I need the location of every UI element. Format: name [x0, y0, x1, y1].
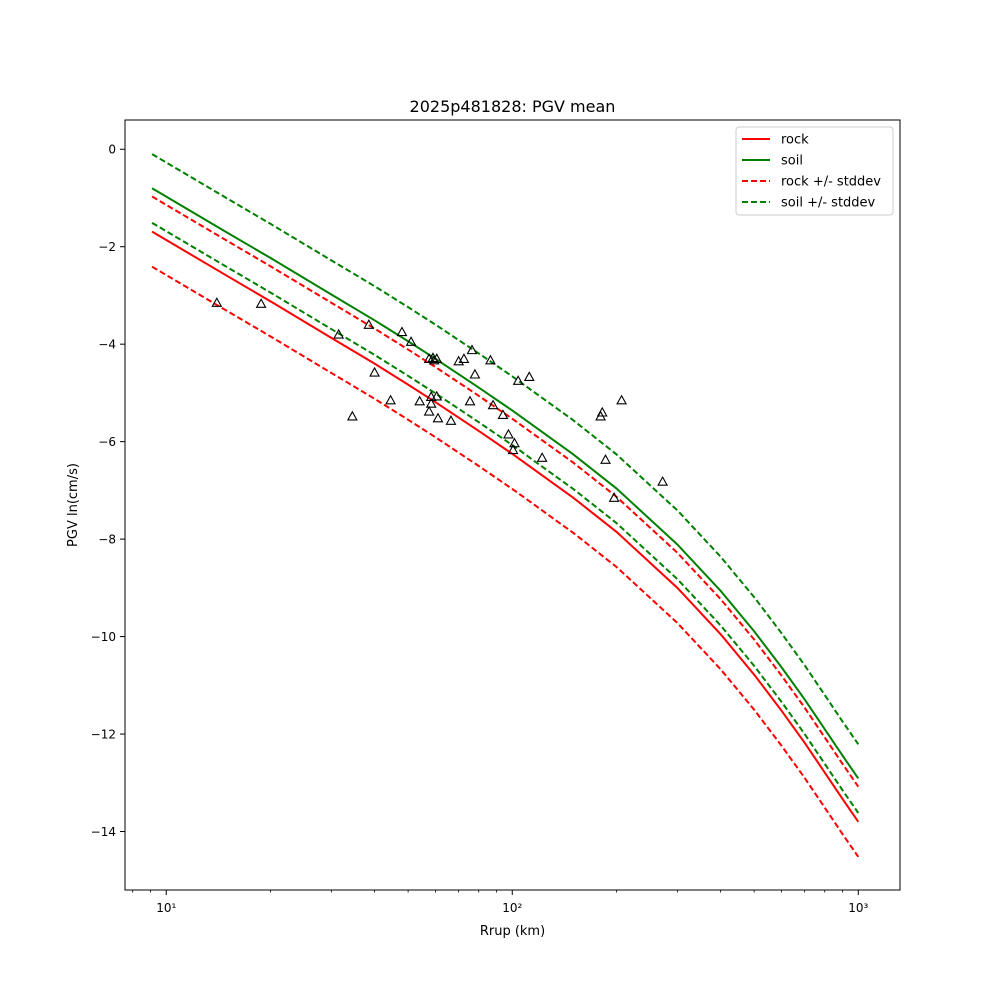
- observation-marker: [255, 298, 267, 308]
- y-tick-label: 0: [108, 143, 116, 157]
- observation-marker: [333, 328, 345, 339]
- observation-marker: [396, 326, 408, 337]
- observation-marker: [523, 371, 535, 381]
- observation-marker: [423, 405, 435, 416]
- observation-marker: [497, 409, 509, 419]
- observation-marker: [428, 354, 440, 365]
- observation-marker: [512, 375, 524, 385]
- observation-marker: [509, 437, 520, 448]
- observation-marker: [600, 454, 611, 464]
- x-tick-label: 10²: [502, 901, 522, 915]
- series-line-rock: [151, 230, 860, 823]
- series-line-rock-stddev: [151, 195, 860, 788]
- legend-box: [735, 126, 894, 216]
- chart-title: 2025p481828: PGV mean: [410, 97, 616, 116]
- observation-marker: [385, 394, 397, 405]
- observation-marker: [657, 475, 669, 486]
- legend-label: soil +/- stddev: [781, 196, 876, 211]
- y-tick-label: −4: [98, 338, 116, 352]
- observation-marker: [503, 428, 514, 439]
- observation-marker: [485, 354, 496, 365]
- observation-marker: [445, 415, 457, 425]
- observation-marker: [405, 336, 417, 346]
- observation-marker: [596, 406, 608, 417]
- observation-marker: [431, 390, 443, 401]
- observation-marker: [369, 366, 380, 377]
- y-tick-label: −8: [98, 533, 116, 547]
- observation-marker: [414, 395, 426, 406]
- y-tick-label: −2: [98, 240, 116, 254]
- observation-marker: [608, 492, 620, 502]
- observation-marker: [507, 444, 519, 455]
- plot-area: [151, 153, 860, 858]
- observation-marker: [431, 353, 443, 363]
- legend: rock soil rock +/- stddev soil +/- stddev: [735, 126, 894, 216]
- observation-marker: [469, 368, 481, 379]
- observation-marker: [423, 353, 435, 363]
- y-tick-label: −6: [98, 435, 116, 449]
- series-line-soil: [151, 187, 860, 779]
- observation-marker: [425, 391, 437, 401]
- legend-label: soil: [781, 154, 803, 169]
- observation-marker: [211, 297, 223, 307]
- y-axis: 0 −2 −4 −6 −8 −10 −12 −14: [91, 143, 125, 839]
- observation-marker: [458, 353, 470, 363]
- observation-marker: [432, 412, 444, 423]
- legend-label: rock: [781, 133, 809, 148]
- x-axis-label: Rrup (km): [480, 924, 545, 939]
- series-line-soil-stddev: [151, 221, 860, 814]
- observation-marker: [425, 398, 437, 408]
- y-tick-label: −14: [91, 825, 116, 839]
- x-tick-label: 10¹: [156, 901, 176, 915]
- observation-marker: [616, 394, 628, 405]
- observation-marker: [487, 399, 499, 410]
- observation-marker: [464, 395, 476, 406]
- y-axis-label: PGV ln(cm/s): [66, 463, 81, 547]
- x-axis: 10¹ 10² 10³: [132, 890, 869, 915]
- legend-label: rock +/- stddev: [781, 175, 881, 190]
- series-line-rock-stddev: [151, 265, 860, 858]
- observation-marker: [466, 344, 478, 355]
- observation-marker: [346, 410, 358, 421]
- observation-marker: [363, 319, 375, 329]
- y-tick-label: −10: [91, 630, 116, 644]
- series-line-soil-stddev: [151, 153, 860, 745]
- observation-marker: [536, 452, 548, 462]
- y-tick-label: −12: [91, 728, 116, 742]
- x-tick-label: 10³: [848, 901, 868, 915]
